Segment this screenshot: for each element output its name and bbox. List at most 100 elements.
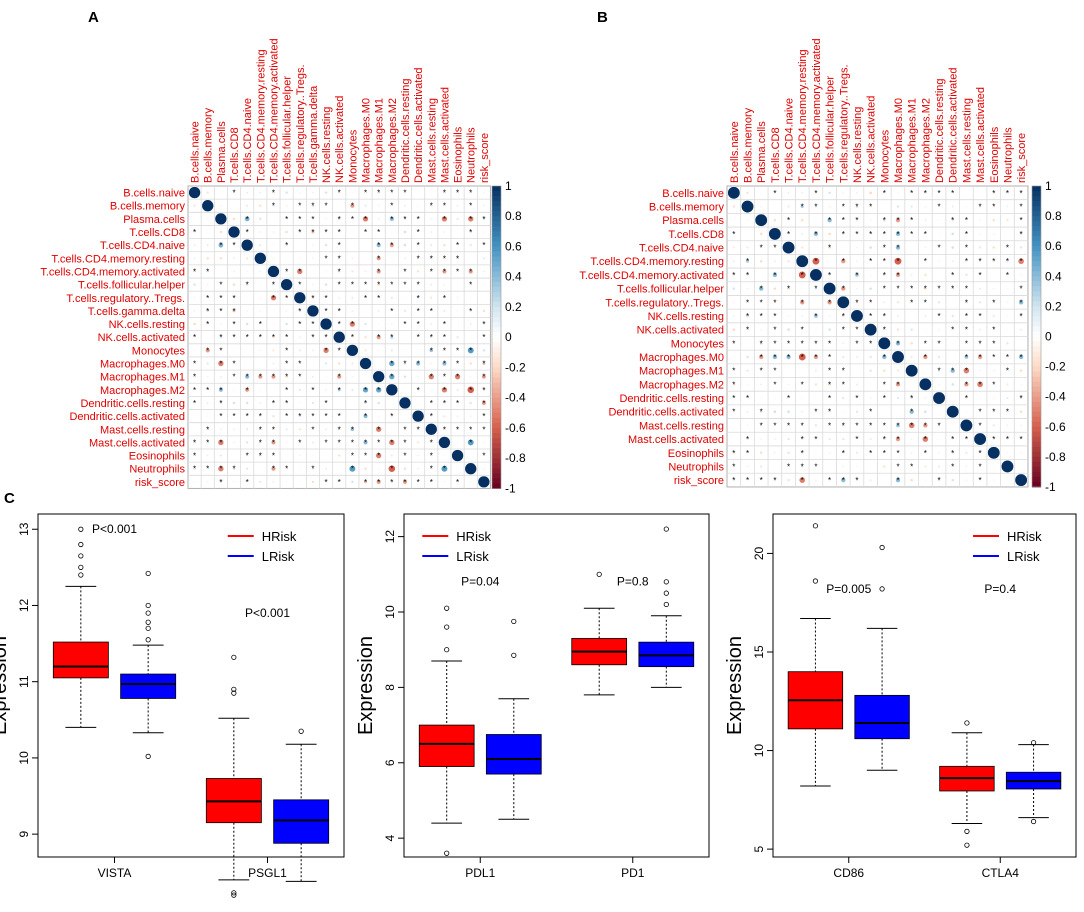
panel-letter-c: C: [4, 490, 15, 507]
significance-star: *: [364, 438, 367, 447]
correlation-dot: [979, 424, 981, 427]
correlation-dot: [220, 191, 222, 194]
correlation-dot: [979, 328, 981, 331]
significance-star: *: [338, 254, 341, 263]
column-label: T.cells.CD4.memory.resting: [255, 49, 267, 183]
correlation-dot: [1020, 424, 1022, 427]
correlation-dot: [856, 356, 858, 358]
correlation-dot: [417, 388, 420, 391]
correlation-dot: [772, 354, 778, 360]
significance-star: *: [403, 452, 406, 461]
correlation-dot: [732, 383, 735, 386]
correlation-dot: [938, 260, 940, 263]
correlation-dot: [965, 205, 968, 208]
correlation-dot: [259, 402, 262, 404]
correlation-dot: [938, 219, 940, 221]
correlation-dot: [456, 323, 459, 325]
correlation-dot: [417, 428, 419, 431]
correlation-dot: [456, 336, 459, 339]
correlation-dot: [1006, 356, 1009, 358]
colorbar-segment: [1032, 381, 1041, 388]
correlation-dot: [201, 199, 214, 212]
significance-star: *: [311, 465, 314, 474]
correlation-dot: [905, 364, 919, 378]
correlation-dot: [483, 441, 485, 444]
correlation-dot: [801, 424, 804, 427]
correlation-dot: [787, 191, 790, 194]
correlation-dot: [285, 467, 288, 470]
correlation-dot: [206, 481, 209, 483]
significance-star: *: [842, 326, 845, 335]
correlation-dot: [760, 246, 763, 249]
column-label: T.cells.CD4.memory.activated: [811, 38, 823, 183]
correlation-dot: [272, 204, 275, 207]
correlation-dot: [285, 204, 288, 207]
correlation-dot: [377, 441, 380, 444]
significance-star: *: [855, 339, 858, 348]
significance-star: *: [430, 438, 433, 447]
correlation-dot: [787, 369, 790, 372]
correlation-dot: [801, 397, 804, 399]
column-label: T.cells.CD4.memory.activated: [268, 38, 280, 183]
colorbar-segment: [492, 206, 501, 212]
correlation-dot: [469, 296, 472, 299]
significance-star: *: [855, 230, 858, 239]
correlation-dot: [922, 354, 929, 360]
correlation-dot: [992, 205, 995, 208]
correlation-dot: [815, 451, 817, 454]
correlation-dot: [828, 438, 831, 441]
correlation-dot: [272, 283, 275, 286]
colorbar-segment: [1032, 391, 1041, 398]
correlation-dot: [855, 205, 859, 208]
correlation-dot: [965, 287, 968, 290]
correlation-dot: [896, 328, 900, 331]
colorbar-segment: [1032, 326, 1041, 332]
correlation-dot: [443, 296, 446, 299]
correlation-dot: [855, 451, 858, 454]
correlation-dot: [746, 219, 749, 221]
correlation-dot: [869, 191, 872, 195]
significance-star: *: [896, 257, 899, 266]
significance-star: *: [910, 408, 913, 417]
column-label: Dendritic.cells.resting: [934, 78, 946, 183]
correlation-dot: [469, 230, 472, 234]
correlation-dot: [362, 215, 369, 223]
colorbar-tick: -0.4: [505, 391, 526, 405]
correlation-dot: [428, 347, 434, 353]
correlation-dot: [233, 244, 235, 246]
row-label: Macrophages.M2: [639, 379, 724, 391]
correlation-dot: [856, 192, 858, 194]
correlation-dot: [193, 257, 196, 260]
colorbar-tick: -1: [1045, 480, 1056, 494]
correlation-dot: [430, 310, 433, 312]
correlation-dot: [910, 465, 913, 468]
significance-star: *: [746, 312, 749, 321]
significance-star: *: [298, 228, 301, 237]
column-label: Plasma.cells: [216, 121, 228, 183]
significance-star: *: [272, 373, 275, 382]
correlation-dot: [246, 454, 248, 457]
correlation-dot: [387, 464, 396, 473]
correlation-dot: [259, 323, 262, 325]
correlation-dot: [259, 480, 262, 483]
significance-star: *: [773, 367, 776, 376]
significance-star: *: [219, 333, 222, 342]
correlation-dot: [259, 467, 262, 470]
correlation-dot: [193, 389, 196, 391]
correlation-dot: [298, 257, 301, 260]
significance-star: *: [801, 339, 804, 348]
correlation-dot: [443, 283, 446, 286]
correlation-dot: [842, 314, 845, 318]
correlation-dot: [456, 283, 459, 286]
correlation-dot: [325, 481, 327, 483]
significance-star: *: [801, 449, 804, 458]
significance-star: *: [855, 435, 858, 444]
correlation-dot: [992, 218, 995, 222]
significance-star: *: [760, 421, 763, 430]
correlation-dot: [869, 301, 872, 304]
correlation-plot-b: * * * * * * * * * ** * * * * * * * ** * * * * * * * * ** * * * * * * * * * *…: [579, 38, 1066, 494]
colorbar-segment: [1032, 266, 1041, 272]
correlation-dot: [977, 354, 983, 360]
correlation-dot: [193, 375, 196, 378]
